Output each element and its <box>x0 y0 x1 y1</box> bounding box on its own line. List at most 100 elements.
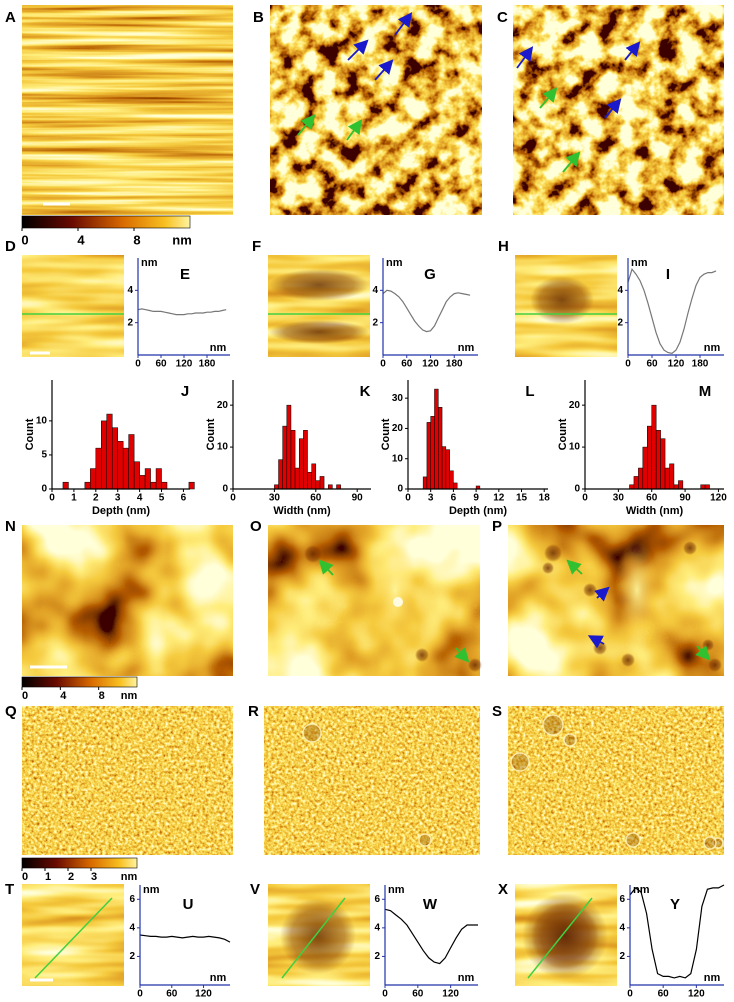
x-axis-unit: nm <box>210 342 227 354</box>
x-tick-label: 0 <box>382 989 388 1000</box>
profile-line <box>34 897 113 979</box>
profile-curve <box>627 268 717 355</box>
x-tick-label: 60 <box>412 989 424 1000</box>
x-tick-label: 3 <box>115 493 121 504</box>
feature <box>563 733 577 747</box>
y-tick-label: 2 <box>617 317 623 328</box>
histogram-bar <box>303 430 308 490</box>
histogram-bar <box>139 475 146 490</box>
y-tick-label: 30 <box>392 393 404 404</box>
y-axis-title: Count <box>380 418 392 450</box>
histogram-bar <box>133 461 140 490</box>
arrow <box>624 41 641 61</box>
arrow <box>394 12 413 36</box>
panel-label: H <box>498 238 509 255</box>
x-tick-label: 60 <box>646 359 658 370</box>
x-tick-label: 1 <box>71 493 77 504</box>
y-tick-label: 4 <box>129 922 135 933</box>
colorbar-unit: nm <box>121 871 138 883</box>
colorbar <box>21 676 138 688</box>
arrow <box>318 559 334 576</box>
histogram-bar <box>426 422 431 490</box>
colorbar-tick-label: 0 <box>22 690 28 702</box>
colorbar-tick-label: 1 <box>45 871 51 883</box>
histogram-bar <box>315 480 321 490</box>
y-tick-label: 4 <box>617 285 623 296</box>
feature <box>304 545 322 563</box>
arrow <box>695 645 711 661</box>
x-tick-label: 180 <box>692 359 709 370</box>
x-axis-unit: nm <box>704 972 721 984</box>
feature <box>542 714 564 736</box>
y-tick-label: 2 <box>374 951 380 962</box>
panel-label: S <box>492 703 502 720</box>
histogram-bar <box>161 481 168 490</box>
histogram-bar <box>144 468 151 490</box>
x-tick-label: 0 <box>405 493 411 504</box>
panel-label: L <box>525 383 534 400</box>
x-tick-label: 6 <box>451 493 457 504</box>
feature <box>468 658 482 672</box>
arrow <box>587 635 605 649</box>
y-tick-label: 0 <box>222 484 228 495</box>
arrow <box>562 151 581 173</box>
histogram-bar <box>319 476 325 490</box>
annotations: A B C D F H N O P Q R S T V X <box>5 9 724 982</box>
panel-label: N <box>5 518 16 535</box>
x-tick-label: 120 <box>688 989 705 1000</box>
y-tick-label: 0 <box>397 484 403 495</box>
histogram-bar <box>117 441 124 490</box>
y-axis-title: Count <box>24 418 36 450</box>
panel-label: U <box>183 896 194 913</box>
histogram-bar <box>150 481 157 490</box>
panel-label: B <box>253 9 264 26</box>
feature <box>615 540 659 640</box>
histogram-bar <box>441 446 447 490</box>
x-tick-label: 15 <box>516 493 528 504</box>
profile-line <box>281 897 346 979</box>
x-tick-label: 12 <box>493 493 505 504</box>
feature <box>542 562 554 574</box>
x-tick-label: 2 <box>93 493 99 504</box>
profile-curve <box>139 934 231 943</box>
arrow <box>346 119 363 141</box>
arrow <box>374 59 394 81</box>
histogram-bar <box>128 434 135 490</box>
colorbar-tick-label: 3 <box>91 871 97 883</box>
y-tick-label: 10 <box>569 442 581 453</box>
panel-label: T <box>5 881 14 898</box>
profile-curve <box>137 308 227 316</box>
feature <box>302 723 322 743</box>
histogram-bar <box>453 482 458 490</box>
colorbar-unit: nm <box>172 232 192 247</box>
histogram-bar <box>633 476 639 490</box>
arrow <box>297 114 316 136</box>
x-tick-label: 60 <box>401 359 413 370</box>
x-tick-label: 120 <box>668 359 685 370</box>
x-tick-label: 30 <box>613 493 625 504</box>
x-tick-label: 9 <box>473 493 479 504</box>
panel-label: C <box>497 9 508 26</box>
afm-image <box>22 5 233 215</box>
panel-label: Y <box>670 896 680 913</box>
histogram-bar <box>111 427 118 490</box>
x-tick-label: 120 <box>195 989 212 1000</box>
histogram-bar <box>84 481 91 490</box>
histogram-bar <box>278 459 283 490</box>
histogram-bar <box>422 476 428 490</box>
feature <box>530 276 594 324</box>
histogram-bar <box>642 446 648 490</box>
x-tick-label: 0 <box>49 493 55 504</box>
histogram-bar <box>664 467 670 490</box>
feature <box>621 653 635 667</box>
histogram-bar <box>430 416 435 490</box>
x-axis-unit: nm <box>704 342 721 354</box>
colorbar-tick-label: 2 <box>68 871 74 883</box>
profile-curve <box>384 908 478 965</box>
x-tick-label: 60 <box>310 493 322 504</box>
x-axis-title: Width (nm) <box>626 505 684 517</box>
y-tick-label: 10 <box>36 416 48 427</box>
x-tick-label: 60 <box>166 989 178 1000</box>
x-axis-title: Depth (nm) <box>92 505 150 517</box>
